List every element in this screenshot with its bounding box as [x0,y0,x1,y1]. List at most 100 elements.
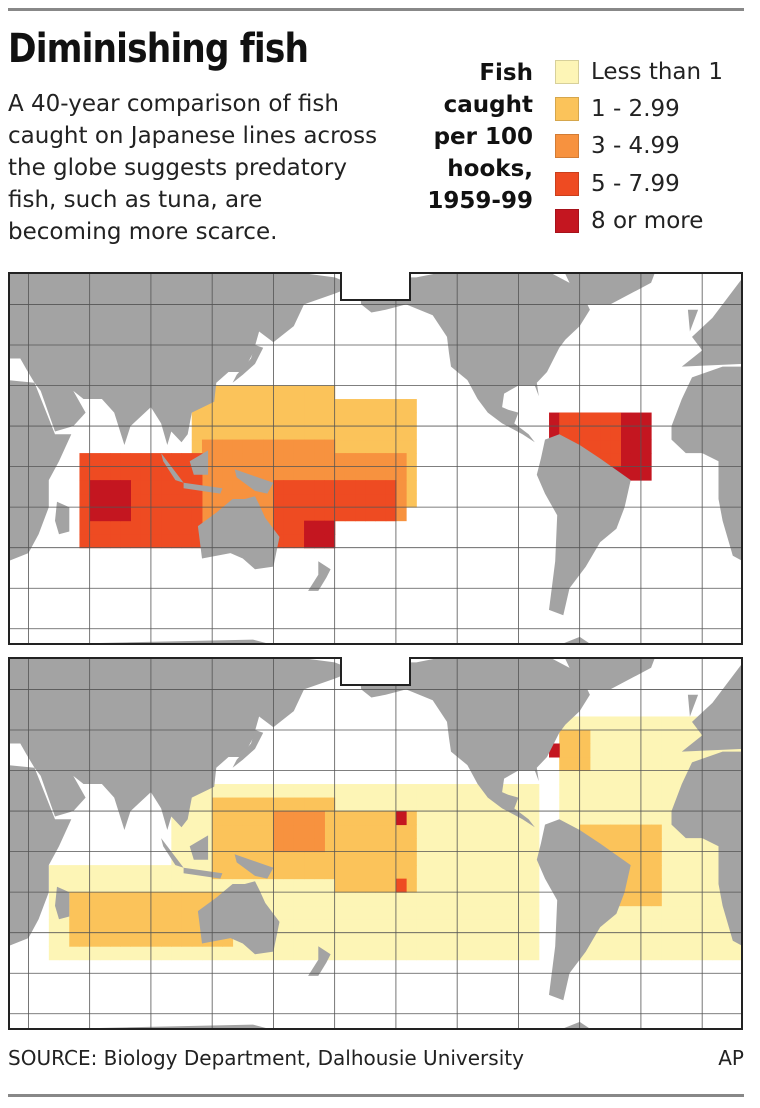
catch-cell [569,811,581,826]
catch-cell [375,824,387,839]
catch-cell [344,851,356,866]
catch-cell [640,919,652,934]
catch-cell [630,797,642,812]
catch-cell [212,493,223,508]
catch-cell [181,905,193,920]
catch-cell [426,784,438,799]
catch-cell [467,919,479,934]
land-mass [687,309,699,332]
catch-cell [487,824,499,839]
catch-cell [406,851,417,866]
catch-cell [416,905,428,920]
catch-cell [395,919,407,934]
catch-cell [314,824,325,839]
catch-cell [589,743,601,758]
catch-cell [579,770,591,785]
catch-cell [600,811,611,826]
catch-cell [171,824,183,839]
catch-cell [263,399,274,414]
catch-cell [671,716,683,731]
catch-cell [518,905,530,920]
catch-cell [630,851,642,866]
legend-item: 5 - 7.99 [555,169,680,199]
legend-swatch [555,134,579,158]
credit-label: AP [718,1046,744,1070]
catch-cell [620,426,632,441]
catch-cell [263,385,274,400]
catch-cell [314,892,325,907]
catch-cell [579,426,591,441]
catch-cell [344,878,356,893]
legend-item: 3 - 4.99 [555,131,680,161]
catch-cell [589,811,601,826]
catch-cell [181,946,193,961]
catch-cell [283,534,295,549]
catch-cell [79,480,91,495]
catch-cell [171,919,183,934]
catch-cell [232,797,244,812]
catch-cell [406,865,417,880]
catch-cell [212,399,223,414]
catch-cell [344,797,356,812]
catch-cell [334,919,346,934]
catch-cell [528,919,540,934]
catch-cell [181,932,193,947]
catch-cell [416,932,428,947]
catch-cell [283,480,295,495]
catch-cell [150,865,162,880]
catch-cell [640,892,652,907]
catch-cell [457,784,468,799]
catch-cell [99,493,111,508]
catch-cell [365,811,376,826]
catch-cell [324,851,336,866]
catch-cell [324,480,336,495]
land-mass [183,482,223,494]
catch-cell [314,520,325,535]
catch-cell [324,797,336,812]
catch-cell [712,932,724,947]
catch-cell [120,520,131,535]
catch-cell [150,946,162,961]
catch-cell [498,946,509,961]
catch-cell [712,919,724,934]
catch-cell [498,865,509,880]
catch-cell [630,878,642,893]
catch-cell [263,797,274,812]
catch-cell [314,784,325,799]
catch-cell [283,932,295,947]
catch-cell [120,493,131,508]
catch-cell [365,507,376,522]
catch-cell [416,865,428,880]
catch-cell [610,932,621,947]
catch-cell [559,770,570,785]
catch-cell [181,534,193,549]
catch-cell [161,466,172,481]
catch-cell [722,743,734,758]
catch-cell [640,412,652,427]
catch-cell [600,453,611,468]
catch-cell [518,878,530,893]
catch-cell [498,932,509,947]
catch-cell [242,851,254,866]
catch-cell [579,784,591,799]
catch-cell [130,865,142,880]
catch-cell [630,865,642,880]
catch-cell [273,466,285,481]
catch-cell [436,919,448,934]
catch-cell [283,493,295,508]
catch-cell [518,838,530,853]
catch-cell [201,439,213,454]
catch-cell [375,426,387,441]
catch-cell [691,932,703,947]
catch-cell [232,946,244,961]
catch-cell [253,784,264,799]
catch-cell [355,946,366,961]
catch-cell [691,851,703,866]
catch-cell [436,838,448,853]
catch-cell [191,811,203,826]
catch-cell [212,412,223,427]
catch-cell [201,507,213,522]
catch-cell [600,439,611,454]
catch-cell [314,534,325,549]
catch-cell [161,520,172,535]
